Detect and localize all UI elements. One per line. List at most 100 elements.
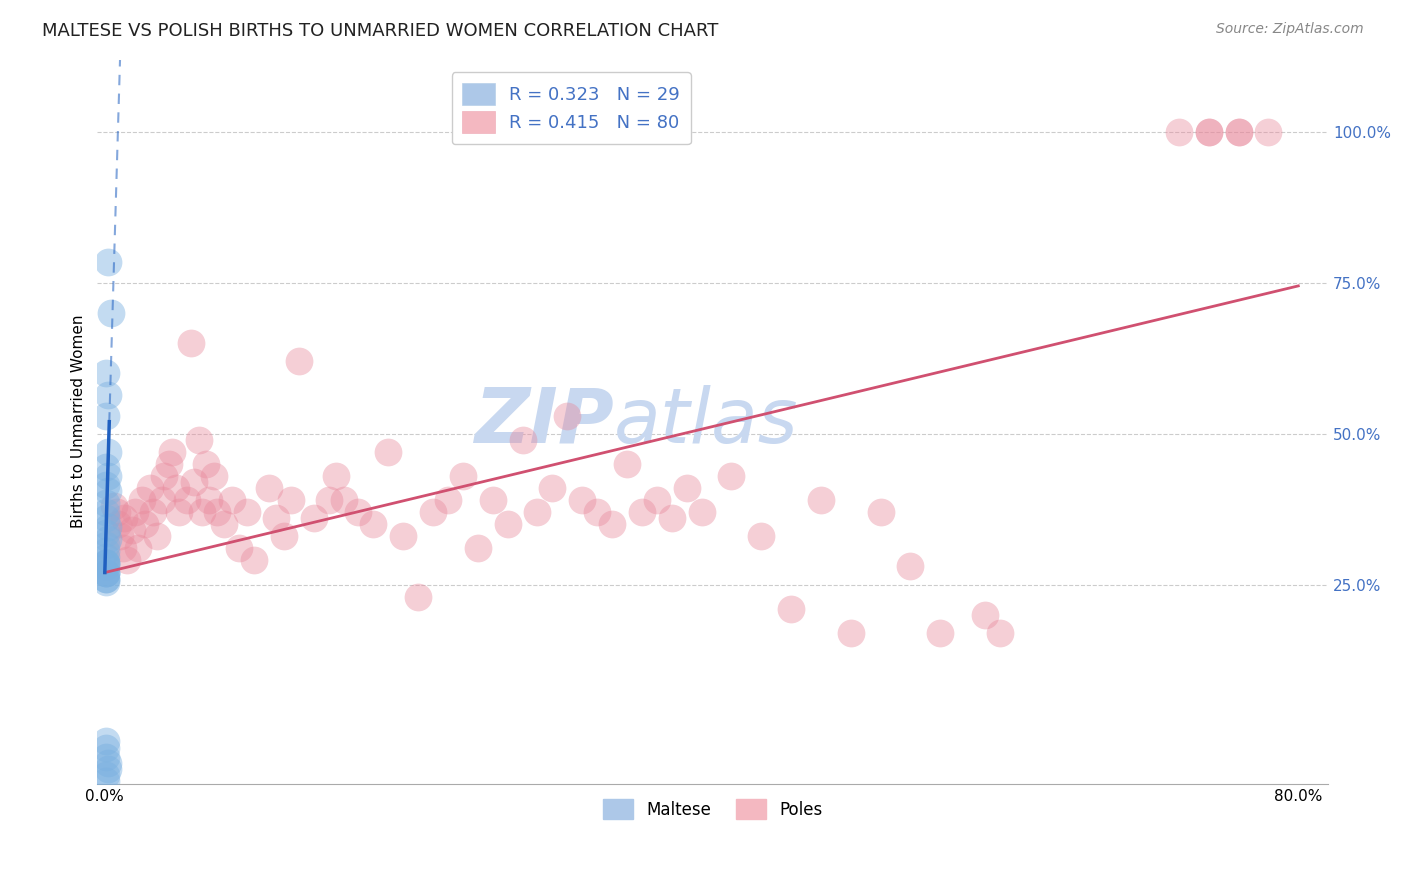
Point — [661, 511, 683, 525]
Point — [96, 566, 118, 580]
Point — [97, 445, 120, 459]
Point — [839, 625, 862, 640]
Point — [720, 469, 742, 483]
Point — [526, 505, 548, 519]
Point — [138, 481, 160, 495]
Point — [780, 601, 803, 615]
Point — [160, 445, 183, 459]
Point — [243, 553, 266, 567]
Point — [202, 469, 225, 483]
Point — [1257, 125, 1279, 139]
Point — [616, 457, 638, 471]
Point — [121, 523, 143, 537]
Point — [153, 469, 176, 483]
Point — [100, 306, 122, 320]
Point — [96, 505, 118, 519]
Point — [105, 505, 128, 519]
Point — [96, 557, 118, 571]
Point — [96, 767, 118, 781]
Point — [180, 336, 202, 351]
Point — [97, 520, 120, 534]
Point — [1198, 125, 1220, 139]
Point — [422, 505, 444, 519]
Point — [810, 493, 832, 508]
Point — [467, 541, 489, 556]
Point — [406, 590, 429, 604]
Point — [974, 607, 997, 622]
Point — [96, 572, 118, 586]
Point — [103, 499, 125, 513]
Point — [187, 433, 209, 447]
Point — [675, 481, 697, 495]
Point — [97, 533, 120, 547]
Point — [96, 496, 118, 510]
Point — [107, 517, 129, 532]
Point — [97, 254, 120, 268]
Point — [302, 511, 325, 525]
Point — [1227, 125, 1250, 139]
Point — [347, 505, 370, 519]
Point — [97, 484, 120, 499]
Point — [690, 505, 713, 519]
Text: atlas: atlas — [614, 384, 799, 458]
Point — [496, 517, 519, 532]
Point — [586, 505, 609, 519]
Point — [146, 529, 169, 543]
Point — [97, 762, 120, 776]
Point — [645, 493, 668, 508]
Point — [96, 557, 118, 571]
Point — [97, 469, 120, 483]
Point — [571, 493, 593, 508]
Point — [96, 557, 118, 571]
Point — [287, 354, 309, 368]
Point — [97, 387, 120, 401]
Point — [221, 493, 243, 508]
Point — [96, 550, 118, 565]
Point — [176, 493, 198, 508]
Point — [205, 505, 228, 519]
Point — [869, 505, 891, 519]
Point — [451, 469, 474, 483]
Point — [96, 526, 118, 541]
Point — [150, 493, 173, 508]
Point — [96, 544, 118, 558]
Text: Source: ZipAtlas.com: Source: ZipAtlas.com — [1216, 22, 1364, 37]
Point — [96, 511, 118, 525]
Text: MALTESE VS POLISH BIRTHS TO UNMARRIED WOMEN CORRELATION CHART: MALTESE VS POLISH BIRTHS TO UNMARRIED WO… — [42, 22, 718, 40]
Point — [127, 541, 149, 556]
Point — [212, 517, 235, 532]
Point — [124, 505, 146, 519]
Point — [541, 481, 564, 495]
Point — [266, 511, 288, 525]
Point — [112, 511, 135, 525]
Point — [195, 457, 218, 471]
Point — [631, 505, 654, 519]
Point — [165, 481, 187, 495]
Point — [228, 541, 250, 556]
Point — [134, 517, 156, 532]
Point — [437, 493, 460, 508]
Point — [198, 493, 221, 508]
Legend: Maltese, Poles: Maltese, Poles — [596, 792, 830, 826]
Point — [191, 505, 214, 519]
Point — [325, 469, 347, 483]
Point — [108, 529, 131, 543]
Point — [235, 505, 257, 519]
Point — [111, 541, 134, 556]
Point — [318, 493, 340, 508]
Point — [363, 517, 385, 532]
Point — [96, 459, 118, 474]
Point — [96, 749, 118, 764]
Point — [1227, 125, 1250, 139]
Point — [96, 367, 118, 381]
Point — [512, 433, 534, 447]
Point — [183, 475, 205, 489]
Point — [273, 529, 295, 543]
Point — [131, 493, 153, 508]
Point — [96, 478, 118, 492]
Point — [96, 409, 118, 423]
Point — [1198, 125, 1220, 139]
Point — [96, 773, 118, 788]
Point — [96, 559, 118, 574]
Point — [96, 574, 118, 589]
